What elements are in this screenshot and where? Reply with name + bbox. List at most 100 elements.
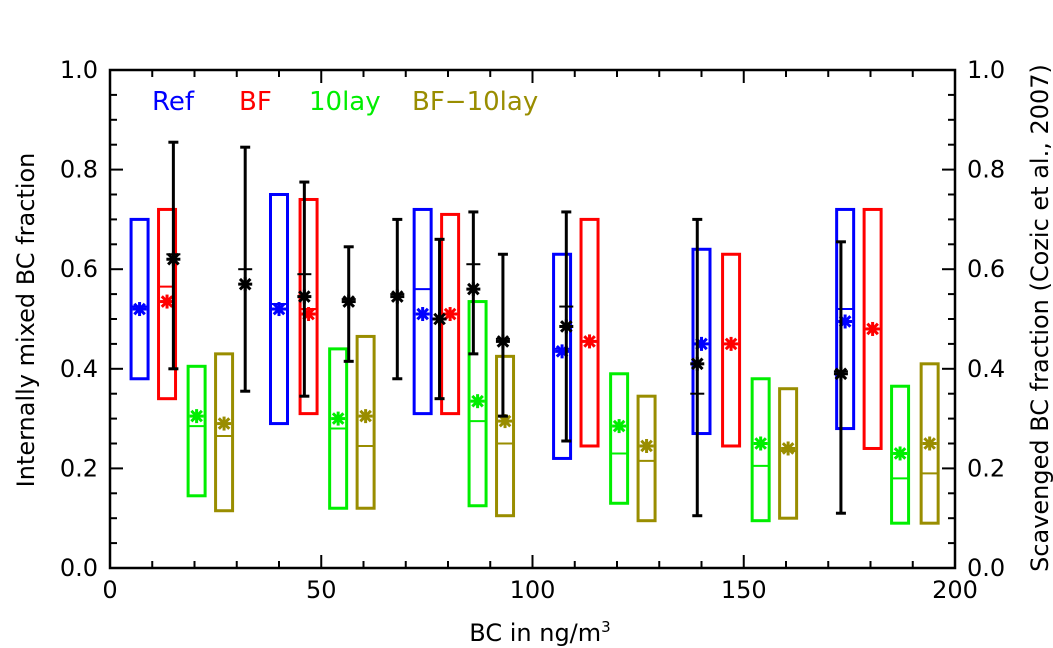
box-bf-10lay [636,394,657,523]
y-tick-label-right: 0.0 [967,554,1005,582]
observation-mean-marker-stroke [834,367,848,381]
box-bf-10lay [919,362,940,525]
x-tick-label: 50 [306,576,337,604]
mean-marker-bf-10lay [217,416,232,431]
y-axis-title-right: Scavenged BC fraction (Cozic et al., 200… [1026,64,1053,572]
y-tick-label-left: 0.6 [60,255,98,283]
observation-mean-marker [559,319,574,334]
box-10lay [890,384,911,525]
box-bf [157,207,178,401]
mean-marker-bf-10lay-stroke [498,414,512,428]
observation-mean-marker-stroke [467,282,480,296]
mean-marker-bf-10lay [358,409,373,424]
box-10lay [467,300,488,508]
series-bf [157,197,883,450]
box-bf-10lay [495,354,516,518]
observation-mean-marker [341,294,356,309]
observation-mean-marker-stroke [238,277,252,291]
observation-mean-marker-stroke [496,335,510,348]
mean-marker-bf [582,334,597,349]
box-bf-10lay [355,334,376,510]
mean-marker-10lay-stroke [190,409,203,423]
series-ref [129,193,856,460]
mean-marker-10lay-stroke [754,437,767,450]
observation-mean-marker [466,282,481,297]
observation-mean-marker-stroke [342,295,356,308]
y-tick-label-right: 0.4 [967,355,1005,383]
mean-marker-bf-10lay-stroke [217,417,231,430]
x-axis-title: BC in ng/m3 [469,618,610,647]
mean-marker-10lay [189,409,204,424]
mean-marker-bf-10lay-stroke [640,439,653,453]
box-ref [552,252,573,460]
box-bf [579,217,600,448]
box-ref [835,207,856,431]
axis-ticks [109,69,956,569]
mean-marker-bf-10lay-stroke [781,442,795,455]
box-ref [129,217,150,381]
x-axis-title-main: BC in ng/m [469,619,601,647]
mean-marker-10lay-stroke [471,394,484,408]
observation-mean-marker-stroke [390,290,404,303]
observation-mean-marker [690,356,705,371]
observation-mean-marker-stroke [167,252,180,266]
y-tick-label-left: 1.0 [60,56,98,84]
x-tick-label: 150 [721,576,767,604]
series-bf-10lay [214,334,940,525]
box-bf [298,197,319,416]
y-tick-label-right: 0.6 [967,255,1005,283]
box-10lay [186,364,207,498]
y-tick-label-left: 0.4 [60,355,98,383]
legend-entry-bf-10lay: BF−10lay [412,87,538,117]
x-tick-label: 0 [102,576,117,604]
mean-marker-ref-stroke [272,302,286,316]
box-10lay [750,377,771,523]
mean-marker-10lay [753,436,768,451]
mean-marker-10lay [470,394,485,409]
observation-mean-marker-stroke [298,290,311,303]
mean-marker-bf-10lay [781,441,796,456]
observation-mean-marker [432,312,447,326]
legend-entry-bf: BF [239,87,272,117]
observation-mean-marker-stroke [559,320,573,333]
y-tick-label-left: 0.2 [60,454,98,482]
box-10lay [609,372,630,505]
mean-marker-10lay [331,411,346,426]
observation-mean-marker-stroke [690,357,704,371]
mean-marker-bf-stroke [583,335,596,348]
legend: Ref BF 10lay BF−10lay [152,87,538,117]
mean-marker-10lay-stroke [612,419,626,433]
series-10lay [186,300,911,525]
plot-content [129,140,940,525]
mean-marker-bf-10lay [639,438,654,453]
mean-marker-ref [132,302,147,317]
mean-marker-10lay-stroke [331,412,345,425]
box-ref [412,207,433,416]
box-ref [269,193,289,426]
mean-marker-10lay [893,446,908,461]
observation-mean-marker [166,252,181,267]
y-tick-label-right: 0.8 [967,156,1005,184]
series-observations [166,140,848,518]
observation-mean-marker [238,277,253,292]
legend-entry-10lay: 10lay [309,87,381,117]
mean-marker-bf-stroke [724,337,738,351]
legend-entry-ref: Ref [152,87,195,117]
mean-marker-bf-10lay-stroke [923,437,936,450]
mean-marker-bf-stroke [160,295,174,308]
box-bf-10lay [778,387,799,520]
mean-marker-bf [160,294,175,309]
y-tick-label-left: 0.8 [60,156,98,184]
box-ref [691,247,712,436]
y-axis-title-left: Internally mixed BC fraction [12,153,40,488]
mean-marker-bf [865,321,880,336]
observation-mean-marker-stroke [433,312,446,326]
mean-marker-ref-stroke [416,307,429,321]
y-tick-label-left: 0.0 [60,554,98,582]
mean-marker-ref [415,307,430,322]
mean-marker-bf-stroke [443,307,457,321]
y-tick-label-right: 0.2 [967,454,1005,482]
mean-marker-10lay [612,419,627,434]
observation-mean-marker [297,289,312,304]
